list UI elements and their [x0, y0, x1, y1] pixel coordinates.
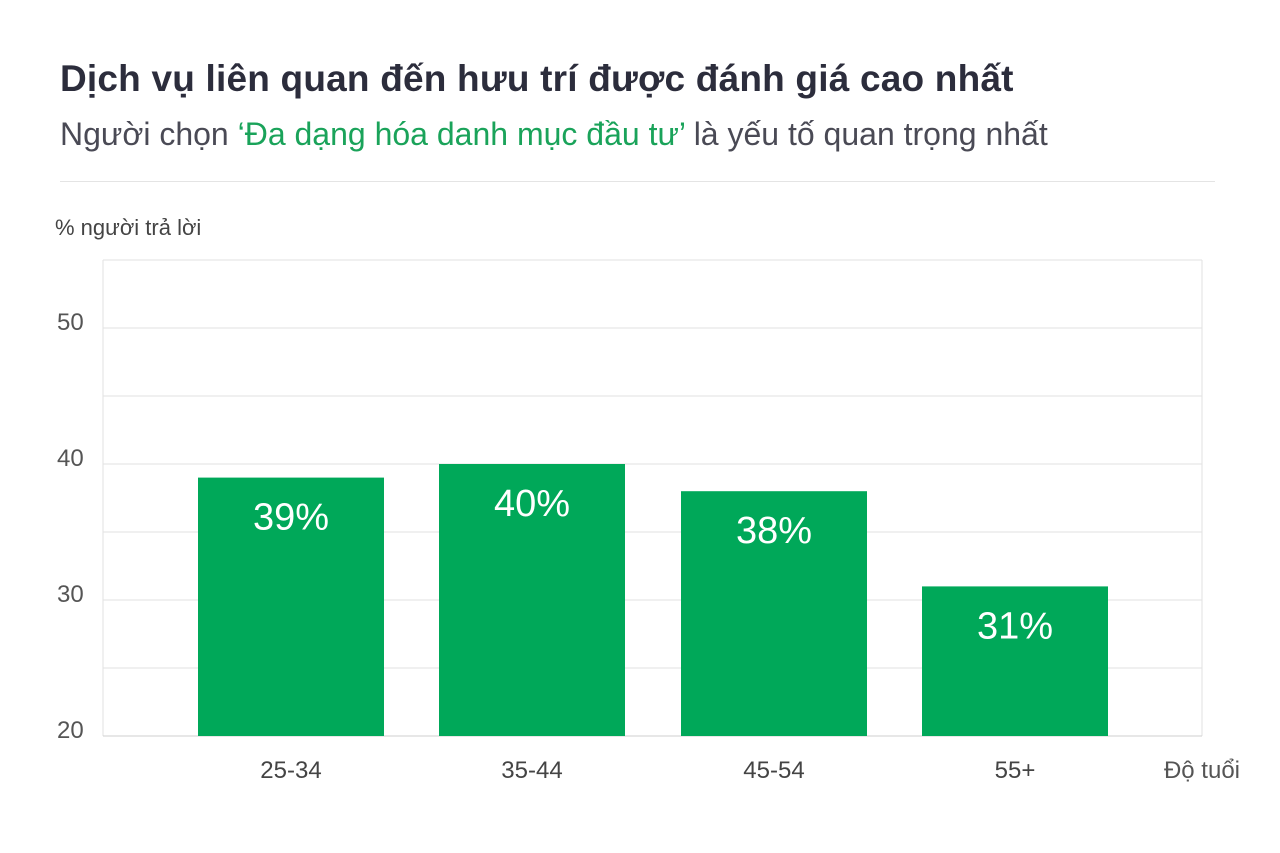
- x-axis-ticks: 25-34 35-44 45-54 55+: [260, 757, 1035, 784]
- bar-45-54: [681, 491, 867, 736]
- x-tick-label: 35-44: [501, 757, 562, 784]
- chart-title: Dịch vụ liên quan đến hưu trí được đánh …: [60, 58, 1014, 99]
- bar-35-44: [439, 464, 625, 736]
- y-axis-ticks: 20 30 40 50: [57, 309, 84, 744]
- y-tick-label: 40: [57, 445, 84, 472]
- data-label: 39%: [253, 497, 329, 539]
- x-axis-label: Độ tuổi: [1164, 757, 1240, 784]
- subtitle-highlight: ‘Đa dạng hóa danh mục đầu tư’: [237, 116, 685, 152]
- data-label: 40%: [494, 483, 570, 525]
- bars: [198, 464, 1108, 736]
- y-tick-label: 30: [57, 581, 84, 608]
- y-tick-label: 50: [57, 309, 84, 336]
- subtitle-text-after: là yếu tố quan trọng nhất: [684, 116, 1048, 152]
- data-label: 31%: [977, 605, 1053, 647]
- y-axis-label: % người trả lời: [55, 215, 201, 240]
- x-tick-label: 45-54: [743, 757, 804, 784]
- bar-25-34: [198, 477, 384, 736]
- y-tick-label: 20: [57, 717, 84, 744]
- data-labels: 39% 40% 38% 31%: [253, 483, 1053, 647]
- x-tick-label: 25-34: [260, 757, 321, 784]
- header-divider: [60, 181, 1215, 182]
- x-tick-label: 55+: [995, 757, 1036, 784]
- subtitle-text-before: Người chọn: [60, 116, 238, 152]
- chart-subtitle: Người chọn ‘Đa dạng hóa danh mục đầu tư’…: [60, 116, 1048, 153]
- data-label: 38%: [736, 510, 812, 552]
- bar-55+: [922, 586, 1108, 736]
